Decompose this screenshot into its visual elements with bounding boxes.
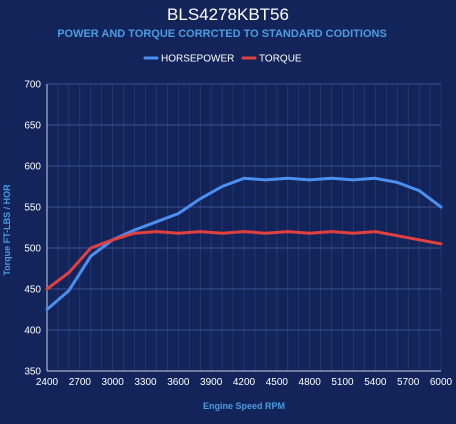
y-tick-label: 700: [24, 80, 41, 91]
x-tick-label: 3900: [200, 377, 223, 388]
grid: [46, 83, 442, 372]
legend-label: HORSEPOWER: [161, 54, 234, 65]
legend: HORSEPOWER TORQUE: [143, 54, 302, 65]
x-tick-label: 4800: [299, 377, 322, 388]
x-tick-label: 6000: [430, 377, 453, 388]
x-tick-label: 5100: [331, 377, 354, 388]
x-tick-label: 2400: [36, 377, 59, 388]
y-tick-label: 350: [24, 367, 41, 378]
x-tick-label: 3000: [102, 377, 125, 388]
x-tick-label: 4200: [233, 377, 256, 388]
y-axis-label: Torque FT-LBS / HOR: [2, 184, 12, 276]
chart-title: BLS4278KBT56: [167, 5, 289, 24]
x-tick-label: 2700: [69, 377, 92, 388]
series-line-torque: [45, 230, 443, 291]
x-tick-label: 5400: [364, 377, 387, 388]
x-axis-label: Engine Speed RPM: [203, 401, 285, 411]
legend-label: TORQUE: [259, 54, 302, 65]
chart-subtitle: POWER AND TORQUE CORRCTED TO STANDARD CO…: [57, 28, 387, 40]
x-tick-label: 3300: [134, 377, 157, 388]
series: [45, 176, 443, 311]
x-tick-label: 5700: [397, 377, 420, 388]
y-tick-label: 600: [24, 162, 41, 173]
y-tick-label: 450: [24, 285, 41, 296]
legend-item-torque[interactable]: TORQUE: [241, 54, 302, 65]
y-tick-label: 550: [24, 203, 41, 214]
x-tick-label: 4500: [266, 377, 289, 388]
x-tick-label: 3600: [167, 377, 190, 388]
legend-item-horsepower[interactable]: HORSEPOWER: [143, 54, 234, 65]
axis-ticks: 350 400 450 500 550 600 650 700 2400 2700 3000 3300…: [24, 80, 452, 389]
y-tick-label: 400: [24, 326, 41, 337]
y-tick-label: 650: [24, 121, 41, 132]
y-tick-label: 500: [24, 244, 41, 255]
